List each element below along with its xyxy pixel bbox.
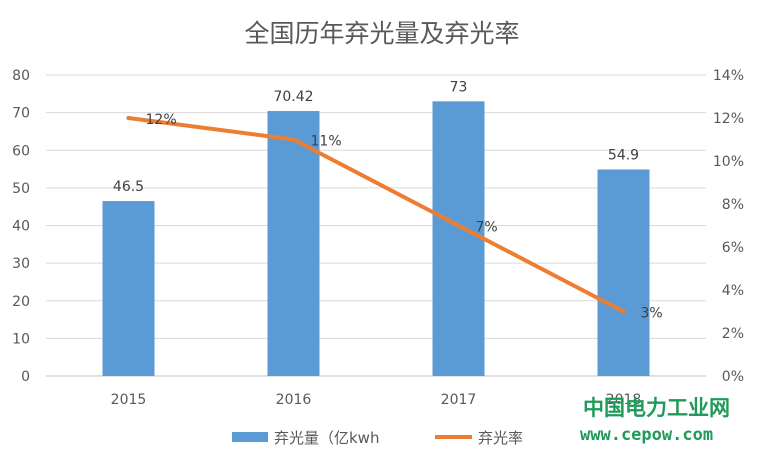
bar	[432, 101, 485, 377]
legend: 弃光量（亿kwh 弃光率	[232, 429, 523, 447]
line-point	[126, 116, 131, 120]
right-axis-ticks: 0% 2% 4% 6% 8% 10% 12% 14%	[713, 68, 744, 385]
bar-value-label: 70.42	[273, 89, 313, 105]
legend-label-line: 弃光率	[478, 429, 523, 447]
left-axis-ticks: 0 10 20 30 40 50 60 70 80	[12, 68, 30, 385]
y-right-tick-label: 4%	[722, 283, 744, 299]
line-value-label: 7%	[476, 220, 498, 236]
chart-title: 全国历年弃光量及弃光率	[244, 19, 519, 48]
line-point	[291, 137, 296, 142]
y-right-tick-label: 0%	[722, 369, 744, 385]
line-series	[126, 116, 626, 314]
x-tick-label: 2017	[441, 392, 477, 408]
y-right-tick-label: 8%	[722, 197, 744, 213]
watermark: 中国电力工业网 www.cepow.com	[580, 396, 730, 445]
watermark-name: 中国电力工业网	[583, 396, 730, 420]
y-left-tick-label: 0	[21, 369, 30, 385]
x-tick-label: 2018	[606, 392, 642, 408]
y-right-tick-label: 14%	[713, 68, 744, 84]
bar-value-label: 54.9	[608, 147, 639, 163]
y-right-tick-label: 2%	[722, 326, 744, 342]
line-value-label: 12%	[146, 112, 177, 128]
y-right-tick-label: 6%	[722, 240, 744, 256]
y-right-tick-label: 10%	[713, 154, 744, 170]
watermark-url: www.cepow.com	[580, 425, 713, 445]
y-right-tick-label: 12%	[713, 111, 744, 127]
y-left-tick-label: 60	[12, 143, 30, 159]
x-axis-ticks: 2015 2016 2017 2018	[111, 392, 642, 408]
bar-value-label: 73	[450, 79, 468, 95]
x-tick-label: 2016	[276, 392, 312, 408]
bar-value-label: 46.5	[113, 179, 144, 195]
rate-line	[126, 116, 626, 314]
y-left-tick-label: 50	[12, 181, 30, 197]
y-left-tick-label: 30	[12, 256, 30, 272]
gridlines	[46, 74, 706, 377]
legend-label-bar: 弃光量（亿kwh	[274, 429, 379, 447]
bar	[102, 201, 155, 376]
line-point	[456, 223, 461, 228]
x-tick-label: 2015	[111, 392, 147, 408]
bar-series	[102, 101, 650, 377]
y-left-tick-label: 20	[12, 294, 30, 310]
bar-data-labels: 46.5 70.42 73 54.9	[113, 79, 639, 195]
bar	[597, 169, 650, 376]
y-left-tick-label: 80	[12, 68, 30, 84]
y-left-tick-label: 40	[12, 219, 30, 235]
line-value-label: 3%	[641, 306, 663, 322]
line-point	[621, 309, 626, 314]
line-value-label: 11%	[311, 134, 342, 150]
y-left-tick-label: 10	[12, 331, 30, 347]
y-left-tick-label: 70	[12, 106, 30, 122]
bar	[267, 111, 320, 377]
legend-swatch-bar	[232, 432, 268, 442]
line-data-labels: 12% 11% 7% 3%	[146, 112, 663, 322]
